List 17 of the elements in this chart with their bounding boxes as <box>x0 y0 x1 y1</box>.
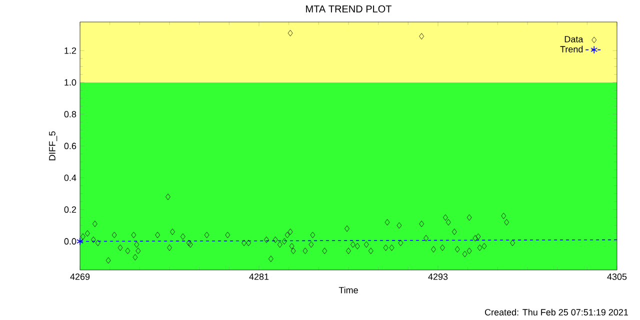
y-tick-label: 1.0 <box>64 79 76 86</box>
y-tick-label: 0.6 <box>64 142 76 150</box>
x-tick-label: 4293 <box>428 274 448 280</box>
y-tick-label: 0.4 <box>64 174 76 181</box>
y-tick-label: 0.2 <box>64 206 76 213</box>
legend-label: Data <box>564 36 584 42</box>
legend-label: Trend <box>560 46 583 52</box>
x-tick-label: 4305 <box>607 274 627 280</box>
text: Created: Thu Feb 25 07:51:19 2021 <box>484 308 628 316</box>
chart-title: MTA TREND PLOT <box>306 5 392 12</box>
y-tick-label: 0.8 <box>64 111 76 118</box>
x-tick-label: 4281 <box>249 274 269 280</box>
y-axis-title: DIFF_5 <box>49 131 58 160</box>
y-tick-label: 1.2 <box>64 47 76 54</box>
x-axis-title: Time <box>338 286 358 294</box>
y-tick-label: 0.0 <box>64 238 76 245</box>
x-tick-label: 4269 <box>70 274 90 280</box>
